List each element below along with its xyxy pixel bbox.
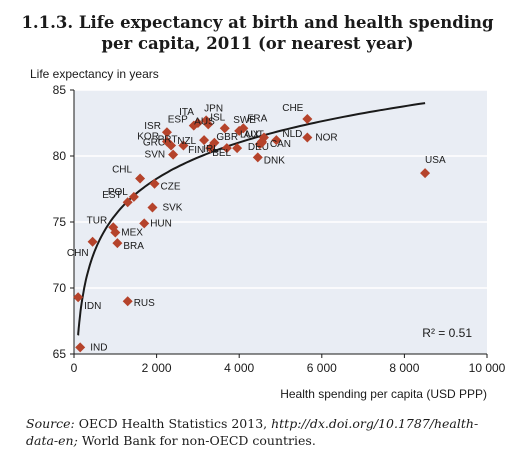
data-point-ind: [75, 342, 86, 353]
scatter-chart: 0 2 000 4 000 6 000 8 000 10 000 65 70 75 80 85 Lif…: [30, 67, 506, 401]
data-point-kor: [161, 136, 172, 147]
point-label-kor: KOR: [137, 131, 159, 142]
chart-title: 1.1.3. Life expectancy at birth and heal…: [0, 12, 515, 54]
x-tick-label: 2 000: [142, 361, 172, 375]
point-label-aut: AUT: [244, 129, 264, 140]
point-label-irl: IRL: [203, 144, 219, 155]
y-tick-label: 75: [53, 215, 67, 229]
point-label-grc: GRC: [143, 137, 165, 148]
source-label: Source:: [26, 416, 75, 431]
point-label-aus: AUS: [194, 116, 215, 127]
point-label-ita: ITA: [179, 107, 194, 118]
data-point-cze: [149, 178, 160, 189]
data-point-can: [256, 137, 267, 148]
y-tick-label: 65: [53, 347, 67, 361]
data-point-nld: [271, 135, 282, 146]
point-label-fin: FIN: [188, 145, 204, 156]
y-tick-label: 85: [53, 83, 67, 97]
point-label-svk: SVK: [162, 202, 182, 213]
y-tick-label: 70: [53, 281, 67, 295]
data-point-hun: [139, 218, 150, 229]
data-point-idn: [73, 292, 84, 303]
point-label-ind: IND: [90, 342, 107, 353]
data-point-che: [302, 114, 313, 125]
data-point-bra: [112, 238, 123, 249]
y-axis-label: Life expectancy in years: [30, 67, 159, 81]
point-label-gbr: GBR: [216, 132, 238, 143]
data-point-chn: [87, 236, 98, 247]
data-point-svk: [147, 202, 158, 213]
point-label-jpn: JPN: [204, 103, 223, 114]
data-point-bel: [232, 143, 243, 154]
x-axis-label: Health spending per capita (USD PPP): [280, 387, 487, 401]
point-label-idn: IDN: [84, 301, 101, 312]
data-point-fra: [238, 123, 249, 134]
point-label-prt: PRT: [158, 134, 178, 145]
point-label-lux: LUX: [240, 130, 260, 141]
data-point-gbr: [209, 137, 220, 148]
point-label-pol: POL: [108, 187, 128, 198]
data-point-ita: [192, 118, 203, 128]
point-label-chl: CHL: [112, 164, 132, 175]
data-point-est: [122, 197, 133, 208]
point-label-est: EST: [102, 190, 121, 201]
point-label-chn: CHN: [67, 248, 89, 259]
point-label-che: CHE: [282, 103, 303, 114]
point-label-hun: HUN: [150, 218, 172, 229]
source-text: OECD Health Statistics 2013,: [78, 416, 268, 431]
point-label-nor: NOR: [315, 133, 337, 144]
point-label-mex: MEX: [121, 228, 143, 239]
data-point-nzl: [199, 135, 210, 146]
x-tick-label: 8 000: [389, 361, 419, 375]
point-label-isl: ISL: [210, 112, 225, 123]
data-point-isr: [161, 127, 172, 138]
point-label-isr: ISR: [144, 121, 161, 132]
data-point-mex: [110, 227, 121, 238]
point-label-fra: FRA: [247, 113, 267, 124]
point-label-bel: BEL: [212, 148, 231, 159]
data-point-isl: [203, 119, 214, 130]
r-squared-annotation: R² = 0.51: [422, 326, 472, 340]
source-note: Source: OECD Health Statistics 2013, htt…: [26, 415, 506, 449]
data-point-svn: [168, 149, 179, 160]
data-point-chl: [135, 173, 146, 184]
point-label-usa: USA: [425, 155, 446, 166]
data-point-dnk: [252, 152, 263, 163]
x-tick-label: 4 000: [224, 361, 254, 375]
data-point-nor: [302, 132, 313, 143]
point-label-deu: DEU: [248, 142, 269, 153]
x-tick-label: 0: [71, 361, 78, 375]
point-label-esp: ESP: [168, 115, 188, 126]
trend-line: [77, 102, 426, 336]
point-label-nzl: NZL: [177, 136, 196, 147]
chart-title-line-2: per capita, 2011 (or nearest year): [101, 34, 414, 53]
point-label-rus: RUS: [134, 298, 155, 309]
source-text-2: World Bank for non-OECD countries.: [81, 433, 316, 448]
x-tick-label: 10 000: [469, 361, 506, 375]
data-point-irl: [221, 143, 232, 154]
point-label-can: CAN: [270, 139, 291, 150]
data-point-prt: [178, 140, 189, 151]
data-point-pol: [128, 191, 139, 202]
point-label-tur: TUR: [87, 215, 108, 226]
point-label-cze: CZE: [161, 182, 181, 193]
data-point-rus: [122, 296, 133, 307]
y-tick-label: 80: [53, 149, 67, 163]
point-label-bra: BRA: [123, 241, 144, 252]
source-link[interactable]: http://dx.doi.org/10.1787/health-data-en…: [26, 416, 479, 448]
point-label-dnk: DNK: [264, 155, 285, 166]
x-tick-label: 6 000: [307, 361, 337, 375]
chart-title-line-1: 1.1.3. Life expectancy at birth and heal…: [21, 13, 494, 32]
point-label-svn: SVN: [145, 150, 166, 161]
data-point-aus: [219, 123, 230, 134]
data-point-usa: [420, 168, 431, 179]
point-label-nld: NLD: [282, 129, 302, 140]
point-label-swe: SWE: [233, 115, 256, 126]
